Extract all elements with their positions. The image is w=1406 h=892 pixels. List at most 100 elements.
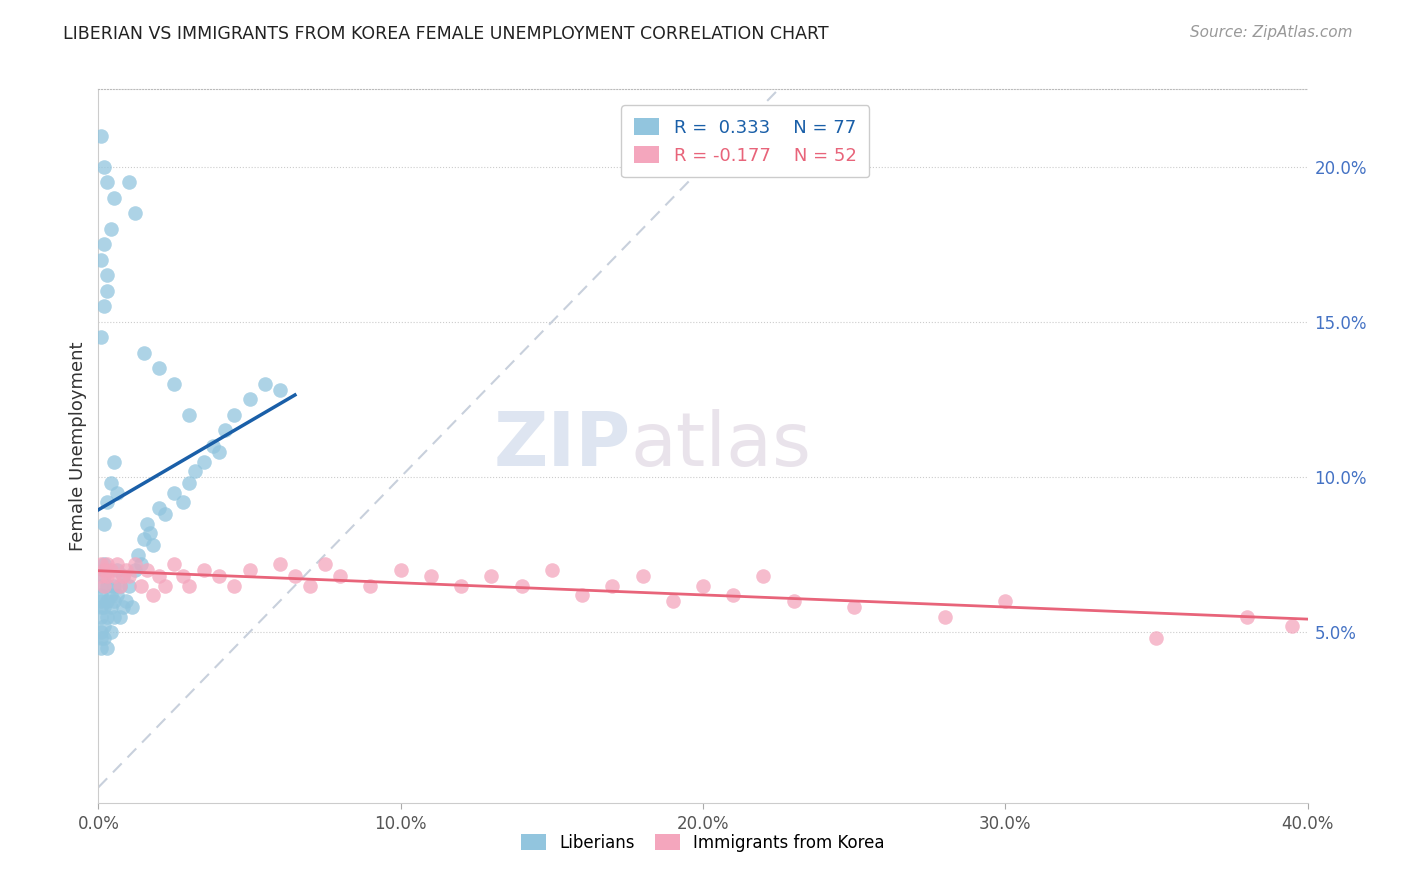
Point — [139, 525, 162, 540]
Point — [184, 464, 207, 478]
Point — [93, 579, 115, 593]
Point — [96, 284, 118, 298]
Point — [179, 579, 201, 593]
Point — [389, 563, 412, 577]
Point — [129, 579, 152, 593]
Point — [692, 579, 714, 593]
Point — [96, 569, 118, 583]
Point — [118, 569, 141, 583]
Point — [90, 579, 112, 593]
Point — [124, 563, 146, 577]
Point — [96, 268, 118, 283]
Point — [299, 579, 322, 593]
Point — [179, 408, 201, 422]
Point — [142, 588, 165, 602]
Point — [90, 569, 112, 583]
Point — [96, 640, 118, 655]
Point — [481, 569, 503, 583]
Text: ZIP: ZIP — [494, 409, 630, 483]
Point — [108, 609, 131, 624]
Point — [510, 579, 533, 593]
Point — [90, 609, 112, 624]
Point — [93, 516, 115, 531]
Point — [111, 600, 134, 615]
Point — [360, 579, 382, 593]
Point — [269, 557, 291, 571]
Point — [118, 175, 141, 189]
Point — [783, 594, 806, 608]
Point — [90, 600, 112, 615]
Point — [163, 485, 186, 500]
Point — [93, 619, 115, 633]
Point — [103, 191, 125, 205]
Point — [314, 557, 336, 571]
Point — [269, 383, 291, 397]
Point — [93, 563, 115, 577]
Point — [105, 485, 128, 500]
Point — [90, 557, 112, 571]
Point — [208, 445, 231, 459]
Point — [148, 569, 170, 583]
Point — [93, 299, 115, 313]
Legend: Liberians, Immigrants from Korea: Liberians, Immigrants from Korea — [515, 828, 891, 859]
Point — [124, 557, 146, 571]
Point — [96, 609, 118, 624]
Point — [100, 476, 122, 491]
Point — [172, 495, 194, 509]
Point — [752, 569, 775, 583]
Text: Source: ZipAtlas.com: Source: ZipAtlas.com — [1189, 25, 1353, 40]
Text: LIBERIAN VS IMMIGRANTS FROM KOREA FEMALE UNEMPLOYMENT CORRELATION CHART: LIBERIAN VS IMMIGRANTS FROM KOREA FEMALE… — [63, 25, 830, 43]
Point — [135, 563, 157, 577]
Point — [100, 600, 122, 615]
Point — [329, 569, 352, 583]
Point — [93, 600, 115, 615]
Point — [132, 532, 155, 546]
Point — [93, 563, 115, 577]
Point — [108, 579, 131, 593]
Y-axis label: Female Unemployment: Female Unemployment — [69, 342, 87, 550]
Point — [142, 538, 165, 552]
Point — [90, 330, 112, 344]
Point — [93, 557, 115, 571]
Point — [214, 424, 236, 438]
Point — [844, 600, 866, 615]
Point — [284, 569, 307, 583]
Point — [994, 594, 1017, 608]
Point — [148, 361, 170, 376]
Point — [132, 346, 155, 360]
Point — [90, 252, 112, 267]
Point — [193, 563, 215, 577]
Point — [96, 557, 118, 571]
Point — [602, 579, 624, 593]
Point — [93, 237, 115, 252]
Point — [90, 588, 112, 602]
Point — [90, 632, 112, 646]
Point — [571, 588, 593, 602]
Point — [129, 557, 152, 571]
Point — [100, 222, 122, 236]
Point — [253, 376, 276, 391]
Point — [93, 632, 115, 646]
Point — [90, 128, 112, 143]
Point — [103, 579, 125, 593]
Point — [103, 454, 125, 468]
Point — [153, 508, 176, 522]
Point — [193, 454, 215, 468]
Point — [540, 563, 562, 577]
Point — [96, 495, 118, 509]
Point — [96, 594, 118, 608]
Point — [103, 569, 125, 583]
Point — [111, 569, 134, 583]
Point — [148, 501, 170, 516]
Point — [163, 557, 186, 571]
Text: atlas: atlas — [630, 409, 811, 483]
Point — [100, 588, 122, 602]
Point — [100, 625, 122, 640]
Point — [202, 439, 225, 453]
Point — [90, 594, 112, 608]
Point — [153, 579, 176, 593]
Point — [723, 588, 745, 602]
Point — [124, 206, 146, 220]
Point — [114, 594, 136, 608]
Point — [934, 609, 956, 624]
